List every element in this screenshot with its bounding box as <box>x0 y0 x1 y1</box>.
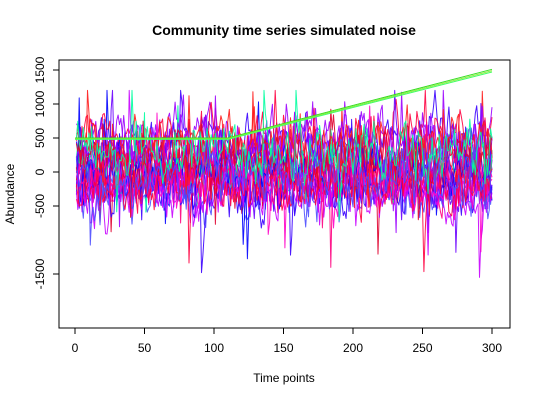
series-layer <box>75 68 493 278</box>
x-axis: 0 50 100 150 200 250 300 <box>72 327 502 355</box>
trend-series-line <box>75 71 493 140</box>
y-tick-label: 1500 <box>33 56 47 83</box>
y-axis-label: Abundance <box>3 163 17 224</box>
trend-series-line <box>75 68 493 139</box>
x-tick-label: 300 <box>482 341 502 355</box>
noise-series-line <box>76 89 493 176</box>
x-tick-label: 250 <box>412 341 432 355</box>
trend-series-line <box>75 70 493 140</box>
x-tick-label: 150 <box>273 341 293 355</box>
x-axis-label: Time points <box>253 371 315 385</box>
y-tick-label: 0 <box>33 168 47 175</box>
x-tick-label: 0 <box>72 341 79 355</box>
y-tick-label: 1000 <box>33 90 47 117</box>
x-tick-label: 100 <box>204 341 224 355</box>
y-axis: -1500 -500 0 500 1000 1500 <box>33 56 60 289</box>
x-tick-label: 200 <box>343 341 363 355</box>
y-tick-label: -1500 <box>33 258 47 289</box>
x-tick-label: 50 <box>138 341 152 355</box>
chart-title: Community time series simulated noise <box>152 22 416 38</box>
noise-series-line <box>75 133 493 246</box>
y-tick-label: 500 <box>33 128 47 148</box>
y-tick-label: -500 <box>33 194 47 218</box>
